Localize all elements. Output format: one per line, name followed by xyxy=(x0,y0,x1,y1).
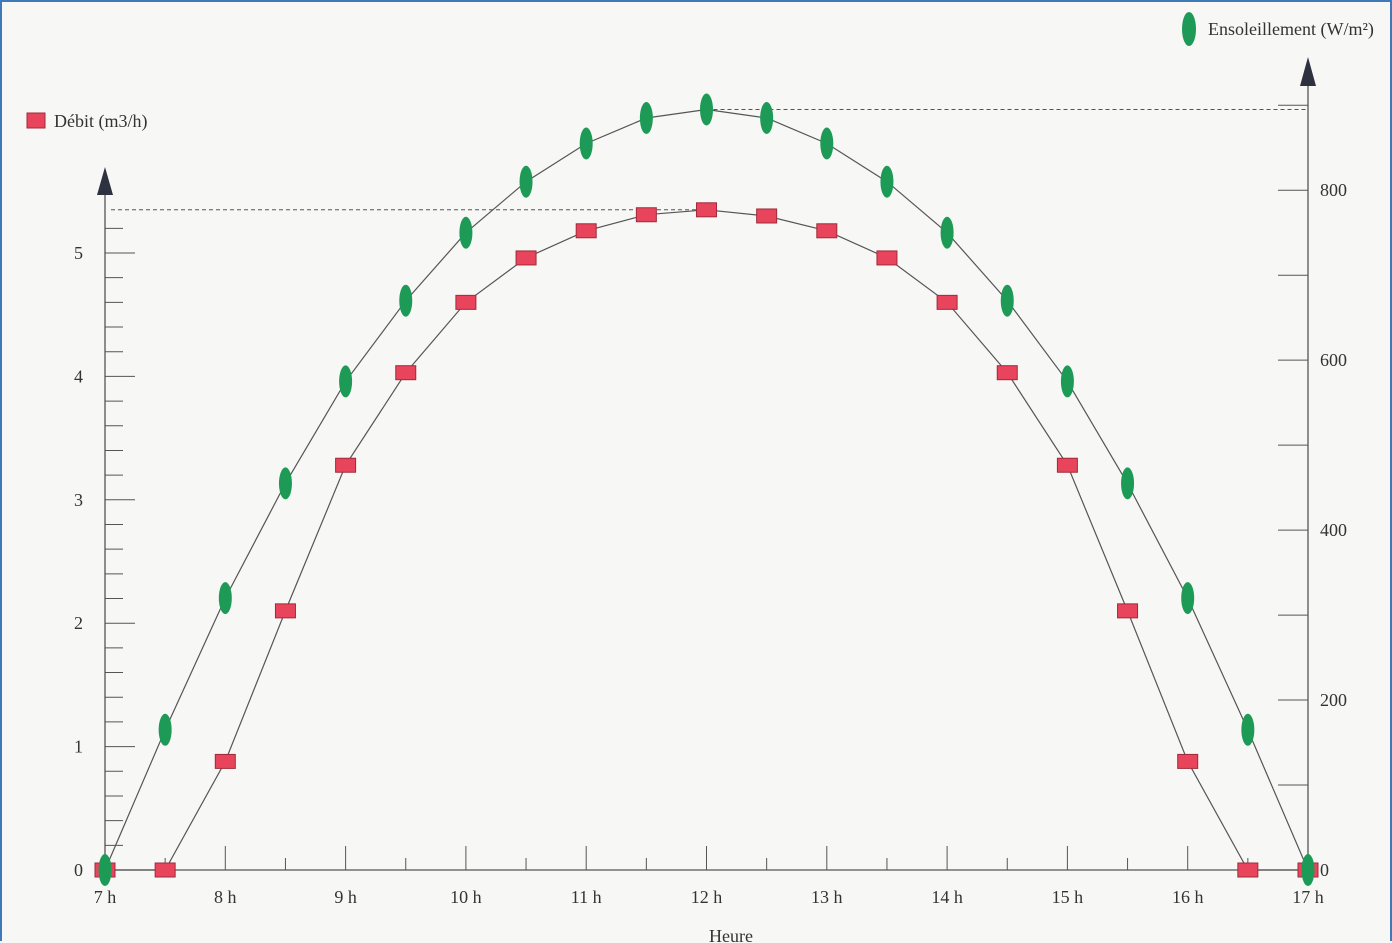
left-tick-label: 3 xyxy=(74,490,83,510)
debit-point xyxy=(1117,603,1139,619)
legend-ensoleillement-swatch xyxy=(1182,12,1196,46)
data-markers xyxy=(94,93,1319,886)
x-tick-label: 13 h xyxy=(811,887,843,907)
right-axis: 0 200 400 600 800 xyxy=(1278,57,1347,880)
debit-point xyxy=(816,223,838,239)
x-tick-label: 8 h xyxy=(214,887,237,907)
ensoleillement-point xyxy=(940,216,954,249)
ensoleillement-point xyxy=(218,582,232,615)
debit-point xyxy=(756,208,778,224)
x-tick-label: 15 h xyxy=(1052,887,1084,907)
ensoleillement-point xyxy=(519,165,533,198)
ensoleillement-point xyxy=(1241,713,1255,746)
ensoleillement-point xyxy=(1000,284,1014,317)
x-tick-label: 12 h xyxy=(691,887,723,907)
debit-curve xyxy=(105,209,1308,871)
ensoleillement-point xyxy=(1181,582,1195,615)
right-tick-label: 0 xyxy=(1320,860,1329,880)
ensoleillement-point xyxy=(579,127,593,160)
x-tick-label: 14 h xyxy=(931,887,963,907)
debit-point xyxy=(996,365,1018,381)
debit-point xyxy=(154,862,176,878)
debit-point xyxy=(635,207,657,223)
ensoleillement-point xyxy=(399,284,413,317)
x-axis: 7 h 8 h 9 h 10 h 11 h 12 h 13 h 14 h 15 h 16 h 17 … xyxy=(94,846,1324,943)
legend-debit-swatch xyxy=(26,112,46,129)
debit-point xyxy=(936,294,958,310)
legend-debit: Débit (m3/h) xyxy=(26,111,147,132)
x-axis-title: Heure xyxy=(709,926,753,943)
debit-point xyxy=(575,223,597,239)
legend-ensoleillement-label: Ensoleillement (W/m²) xyxy=(1208,19,1374,40)
right-tick-label: 400 xyxy=(1320,520,1347,540)
ensoleillement-point xyxy=(1121,467,1135,500)
right-axis-ticks: 0 200 400 600 800 xyxy=(1278,104,1347,880)
debit-point xyxy=(395,365,417,381)
left-tick-label: 5 xyxy=(74,243,83,263)
debit-point xyxy=(214,753,236,769)
left-tick-label: 4 xyxy=(74,366,83,386)
x-tick-label: 17 h xyxy=(1292,887,1324,907)
x-axis-ticks: 7 h 8 h 9 h 10 h 11 h 12 h 13 h 14 h 15 h 16 h 17 … xyxy=(94,846,1324,907)
left-axis-arrow xyxy=(97,167,113,195)
debit-point xyxy=(515,250,537,266)
ensoleillement-point xyxy=(1301,854,1315,886)
ensoleillement-point xyxy=(278,467,292,500)
ensoleillement-point xyxy=(820,127,834,160)
x-tick-label: 7 h xyxy=(94,887,117,907)
ensoleillement-point xyxy=(700,93,713,126)
left-tick-label: 1 xyxy=(74,737,83,757)
ensoleillement-point xyxy=(1060,365,1074,398)
ensoleillement-point xyxy=(459,216,473,249)
debit-point xyxy=(1056,457,1078,473)
x-tick-label: 16 h xyxy=(1172,887,1204,907)
debit-point xyxy=(455,294,477,310)
legend-ensoleillement: Ensoleillement (W/m²) xyxy=(1182,12,1374,46)
left-axis: 0 1 2 3 4 5 xyxy=(74,167,135,880)
debit-point xyxy=(696,202,717,218)
debit-point xyxy=(335,457,357,473)
left-tick-label: 2 xyxy=(74,613,83,633)
right-tick-label: 800 xyxy=(1320,180,1347,200)
ensoleillement-point xyxy=(158,713,172,746)
ensoleillement-point xyxy=(880,165,894,198)
debit-point xyxy=(274,603,296,619)
ensoleillement-point xyxy=(339,365,353,398)
debit-point xyxy=(876,250,898,266)
x-tick-label: 9 h xyxy=(334,887,357,907)
right-tick-label: 200 xyxy=(1320,690,1347,710)
right-tick-label: 600 xyxy=(1320,350,1347,370)
left-tick-label: 0 xyxy=(74,860,83,880)
ensoleillement-point xyxy=(98,854,112,886)
legend-debit-label: Débit (m3/h) xyxy=(54,111,147,132)
debit-point xyxy=(1237,862,1259,878)
debit-point xyxy=(1177,753,1199,769)
x-tick-label: 10 h xyxy=(450,887,482,907)
right-axis-arrow xyxy=(1300,57,1316,86)
left-axis-ticks: 0 1 2 3 4 5 xyxy=(74,227,135,880)
x-tick-label: 11 h xyxy=(571,887,602,907)
ensoleillement-point xyxy=(639,102,653,135)
ensoleillement-point xyxy=(760,102,774,135)
